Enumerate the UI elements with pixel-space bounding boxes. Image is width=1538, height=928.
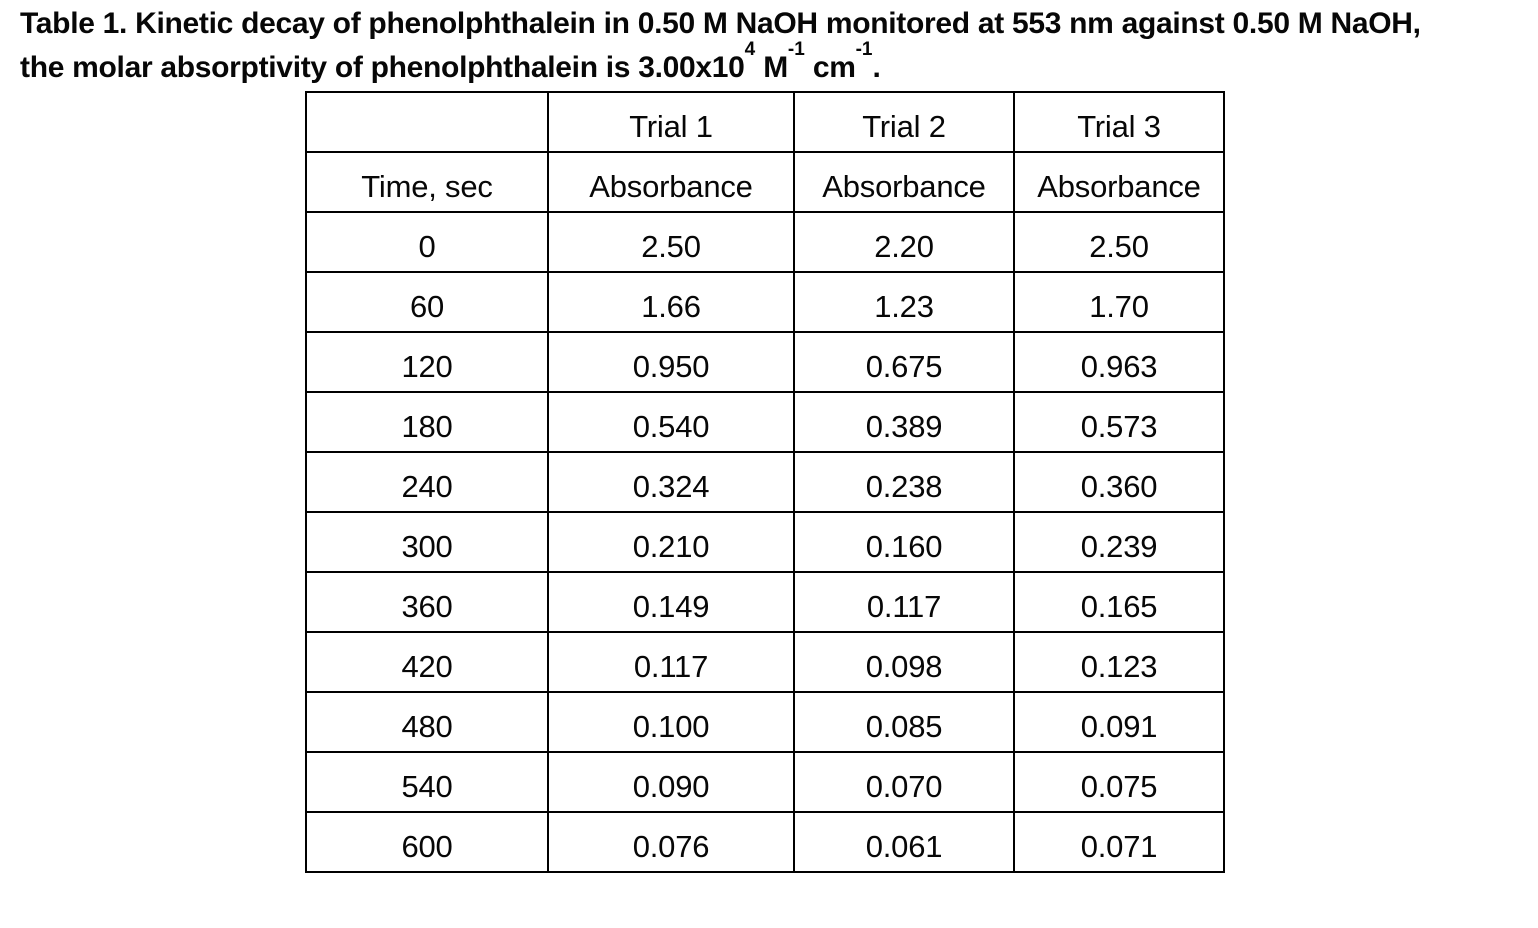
table-row: 240 0.324 0.238 0.360 [305,451,1225,513]
header-row-trials: Trial 1 Trial 2 Trial 3 [305,91,1225,153]
cell-trial3-abs: 0.360 [1013,451,1225,513]
caption-line1-text: Table 1. Kinetic decay of phenolphthalei… [20,7,1421,40]
cell-time: 0 [305,211,549,273]
cell-time: 120 [305,331,549,393]
cell-trial2-abs: 0.061 [793,811,1015,873]
table-row: 0 2.50 2.20 2.50 [305,211,1225,273]
cell-trial1-abs: 0.149 [547,571,795,633]
cell-trial1-abs: 0.117 [547,631,795,693]
table-row: 480 0.100 0.085 0.091 [305,691,1225,753]
cell-trial3-abs: 0.075 [1013,751,1225,813]
kinetic-data-table: Trial 1 Trial 2 Trial 3 Time, sec Absorb… [305,91,1225,873]
cell-corner-empty [305,91,549,153]
table-row: 300 0.210 0.160 0.239 [305,511,1225,573]
caption-line-2: the molar absorptivity of phenolphthalei… [20,40,1525,90]
caption-units-m: M [755,51,788,84]
cell-trial1-abs: 0.210 [547,511,795,573]
cell-trial1-abs: 0.950 [547,331,795,393]
exponent-superscript: 4 [744,39,756,60]
cell-time: 600 [305,811,549,873]
cell-time: 420 [305,631,549,693]
cell-trial2-abs: 0.085 [793,691,1015,753]
cell-trial3-abs: 2.50 [1013,211,1225,273]
cell-time: 480 [305,691,549,753]
cell-trial1-abs: 0.090 [547,751,795,813]
cell-trial2-abs: 0.389 [793,391,1015,453]
header-trial-3: Trial 3 [1013,91,1225,153]
table-row: 180 0.540 0.389 0.573 [305,391,1225,453]
table-row: 600 0.076 0.061 0.071 [305,811,1225,873]
header-trial-1: Trial 1 [547,91,795,153]
caption-period: . [872,51,881,84]
cell-time: 180 [305,391,549,453]
cell-trial2-abs: 0.098 [793,631,1015,693]
cell-trial1-abs: 0.076 [547,811,795,873]
cell-trial3-abs: 0.091 [1013,691,1225,753]
header-absorbance-2: Absorbance [793,151,1015,213]
table-row: 60 1.66 1.23 1.70 [305,271,1225,333]
table-row: 540 0.090 0.070 0.075 [305,751,1225,813]
cell-time: 240 [305,451,549,513]
cell-trial1-abs: 2.50 [547,211,795,273]
cell-trial3-abs: 0.123 [1013,631,1225,693]
cell-trial2-abs: 0.160 [793,511,1015,573]
cell-trial1-abs: 0.100 [547,691,795,753]
header-row-units: Time, sec Absorbance Absorbance Absorban… [305,151,1225,213]
header-trial-2: Trial 2 [793,91,1015,153]
cm-inverse-superscript: -1 [855,39,873,60]
caption-line2-text: the molar absorptivity of phenolphthalei… [20,51,745,84]
table-row: 360 0.149 0.117 0.165 [305,571,1225,633]
cell-trial3-abs: 0.071 [1013,811,1225,873]
cell-trial1-abs: 0.540 [547,391,795,453]
caption-line-1: Table 1. Kinetic decay of phenolphthalei… [20,2,1525,46]
caption-units-cm: cm [804,51,856,84]
cell-trial3-abs: 1.70 [1013,271,1225,333]
cell-trial2-abs: 0.675 [793,331,1015,393]
table-caption: Table 1. Kinetic decay of phenolphthalei… [20,2,1525,90]
cell-trial2-abs: 2.20 [793,211,1015,273]
cell-trial3-abs: 0.239 [1013,511,1225,573]
cell-time: 300 [305,511,549,573]
cell-trial1-abs: 0.324 [547,451,795,513]
header-time-sec: Time, sec [305,151,549,213]
cell-trial2-abs: 0.117 [793,571,1015,633]
cell-trial3-abs: 0.963 [1013,331,1225,393]
cell-trial2-abs: 0.070 [793,751,1015,813]
header-absorbance-3: Absorbance [1013,151,1225,213]
cell-trial2-abs: 1.23 [793,271,1015,333]
cell-time: 360 [305,571,549,633]
cell-trial1-abs: 1.66 [547,271,795,333]
table-row: 420 0.117 0.098 0.123 [305,631,1225,693]
cell-time: 540 [305,751,549,813]
cell-trial2-abs: 0.238 [793,451,1015,513]
table-row: 120 0.950 0.675 0.963 [305,331,1225,393]
molar-inverse-superscript: -1 [787,39,805,60]
cell-trial3-abs: 0.573 [1013,391,1225,453]
header-absorbance-1: Absorbance [547,151,795,213]
cell-trial3-abs: 0.165 [1013,571,1225,633]
cell-time: 60 [305,271,549,333]
